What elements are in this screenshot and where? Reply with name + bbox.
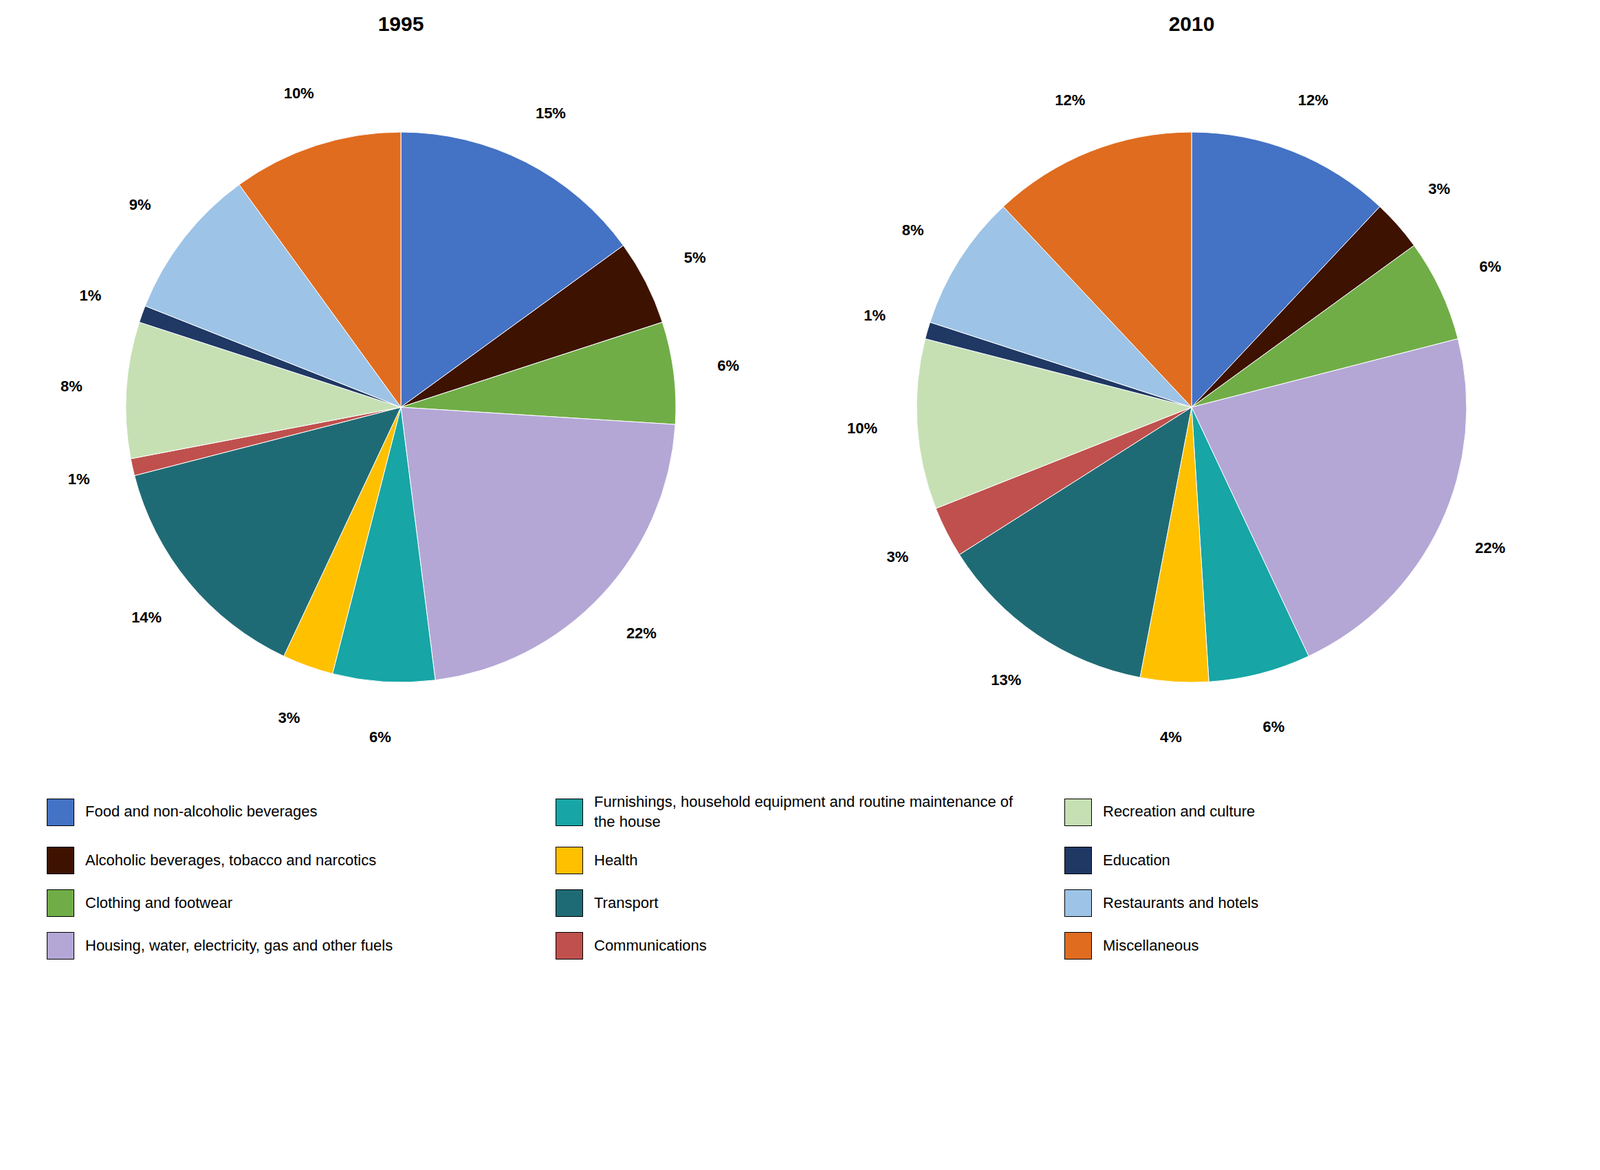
svg-text:8%: 8% bbox=[902, 221, 925, 239]
svg-text:5%: 5% bbox=[684, 248, 707, 267]
svg-text:10%: 10% bbox=[847, 419, 878, 437]
html-text:Communications: Communications bbox=[594, 936, 707, 954]
html-text:Miscellaneous: Miscellaneous bbox=[1102, 936, 1199, 954]
html-text:Furnishings, household equipme: Furnishings, household equipment and rou… bbox=[594, 792, 1013, 830]
svg-text:13%: 13% bbox=[990, 671, 1022, 689]
svg-text:10%: 10% bbox=[283, 84, 315, 102]
html-text:Transport: Transport bbox=[594, 893, 659, 911]
svg-text:1%: 1% bbox=[863, 306, 886, 324]
svg-text:6%: 6% bbox=[1478, 257, 1501, 276]
html-text:Health: Health bbox=[594, 851, 638, 869]
html-text:Restaurants and hotels: Restaurants and hotels bbox=[1102, 893, 1259, 911]
html-text:Clothing and footwear: Clothing and footwear bbox=[85, 893, 233, 911]
svg-text:6%: 6% bbox=[1262, 717, 1285, 736]
svg-text:8%: 8% bbox=[60, 377, 83, 395]
html-text:Education: Education bbox=[1102, 851, 1171, 869]
svg-text:12%: 12% bbox=[1298, 91, 1329, 109]
svg-text:3%: 3% bbox=[1428, 180, 1451, 198]
svg-text:6%: 6% bbox=[369, 728, 392, 746]
html-text:Housing, water, electricity, g: Housing, water, electricity, gas and oth… bbox=[85, 936, 393, 954]
svg-text:22%: 22% bbox=[1474, 539, 1506, 557]
html-text:1995: 1995 bbox=[377, 12, 424, 36]
svg-text:14%: 14% bbox=[131, 608, 162, 626]
svg-text:12%: 12% bbox=[1054, 91, 1086, 109]
svg-text:1%: 1% bbox=[79, 286, 102, 304]
svg-text:3%: 3% bbox=[886, 548, 909, 566]
html-text:Recreation and culture: Recreation and culture bbox=[1102, 802, 1256, 820]
svg-text:22%: 22% bbox=[626, 624, 657, 642]
svg-text:6%: 6% bbox=[717, 356, 740, 375]
svg-text:9%: 9% bbox=[129, 195, 152, 214]
svg-text:3%: 3% bbox=[278, 708, 301, 727]
svg-text:4%: 4% bbox=[1159, 728, 1182, 746]
svg-text:15%: 15% bbox=[535, 104, 566, 122]
html-text:Alcoholic beverages, tobacco a: Alcoholic beverages, tobacco and narcoti… bbox=[85, 851, 377, 869]
svg-text:1%: 1% bbox=[68, 470, 91, 488]
html-text:2010: 2010 bbox=[1168, 12, 1215, 36]
html-text:Food and non-alcoholic beverag: Food and non-alcoholic beverages bbox=[85, 802, 318, 820]
